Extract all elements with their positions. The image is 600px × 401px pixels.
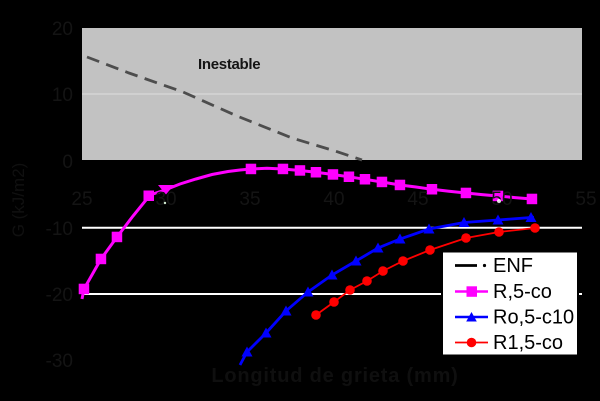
svg-text:0: 0 — [62, 152, 73, 173]
svg-text:25: 25 — [71, 189, 92, 210]
svg-text:Longitud de grieta (mm): Longitud de grieta (mm) — [211, 365, 458, 387]
svg-text:Ro,5-c10: Ro,5-c10 — [493, 307, 574, 329]
svg-text:ENF: ENF — [493, 255, 533, 277]
svg-text:10: 10 — [52, 85, 73, 106]
svg-text:R1,5-co: R1,5-co — [493, 332, 563, 354]
svg-text:30: 30 — [155, 189, 176, 210]
svg-text:50: 50 — [491, 189, 512, 210]
svg-text:-10: -10 — [46, 219, 73, 240]
svg-text:40: 40 — [323, 189, 344, 210]
svg-text:Inestable: Inestable — [198, 56, 260, 73]
svg-text:20: 20 — [52, 19, 73, 40]
svg-text:-30: -30 — [46, 351, 73, 372]
svg-text:55: 55 — [575, 189, 596, 210]
svg-text:-20: -20 — [46, 285, 73, 306]
svg-text:35: 35 — [239, 189, 260, 210]
svg-text:R,5-co: R,5-co — [493, 281, 552, 303]
svg-text:G (kJ/m2): G (kJ/m2) — [9, 163, 28, 238]
svg-text:45: 45 — [407, 189, 428, 210]
